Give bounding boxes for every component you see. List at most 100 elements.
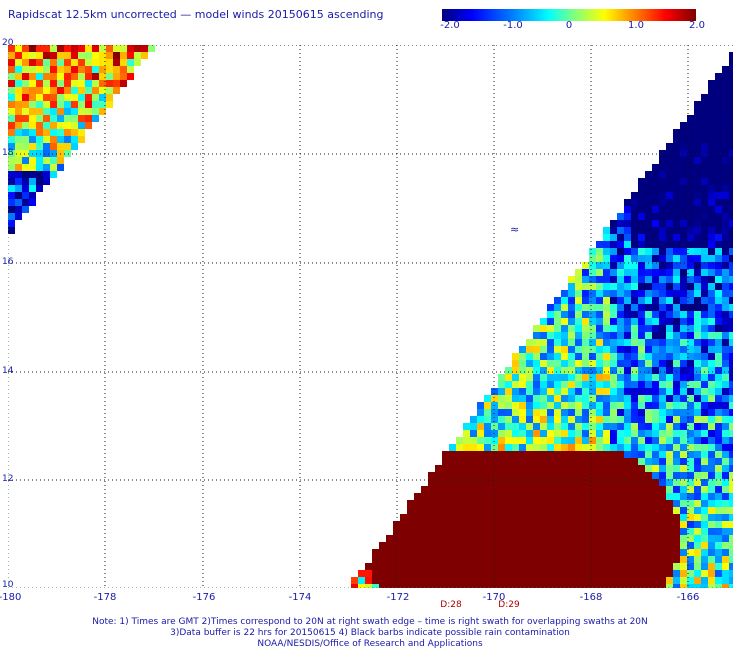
swath-cell bbox=[512, 472, 519, 479]
swath-cell bbox=[617, 423, 624, 430]
swath-cell bbox=[729, 73, 733, 80]
swath-cell bbox=[505, 500, 512, 507]
swath-cell bbox=[624, 430, 631, 437]
swath-cell bbox=[659, 325, 666, 332]
swath-cell bbox=[701, 164, 708, 171]
swath-cell bbox=[638, 311, 645, 318]
swath-cell bbox=[435, 500, 442, 507]
swath-cell bbox=[666, 353, 673, 360]
swath-cell bbox=[645, 290, 652, 297]
swath-cell bbox=[400, 584, 407, 588]
swath-cell bbox=[624, 465, 631, 472]
swath-cell bbox=[582, 297, 589, 304]
swath-cell bbox=[694, 465, 701, 472]
swath-cell bbox=[519, 437, 526, 444]
swath-cell bbox=[64, 129, 71, 136]
swath-cell bbox=[624, 276, 631, 283]
swath-cell bbox=[687, 171, 694, 178]
swath-cell bbox=[533, 451, 540, 458]
swath-cell bbox=[393, 549, 400, 556]
swath-cell bbox=[729, 521, 733, 528]
swath-cell bbox=[589, 318, 596, 325]
swath-cell bbox=[43, 164, 50, 171]
swath-cell bbox=[645, 493, 652, 500]
swath-cell bbox=[596, 262, 603, 269]
swath-cell bbox=[624, 584, 631, 588]
swath-cell bbox=[715, 514, 722, 521]
swath-cell bbox=[708, 402, 715, 409]
swath-cell bbox=[701, 339, 708, 346]
swath-cell bbox=[715, 164, 722, 171]
swath-cell bbox=[22, 178, 29, 185]
swath-cell bbox=[547, 542, 554, 549]
swath-cell bbox=[575, 549, 582, 556]
swath-cell bbox=[624, 290, 631, 297]
swath-cell bbox=[435, 514, 442, 521]
swath-cell bbox=[666, 213, 673, 220]
swath-cell bbox=[638, 192, 645, 199]
swath-cell bbox=[85, 73, 92, 80]
swath-cell bbox=[505, 423, 512, 430]
swath-cell bbox=[673, 353, 680, 360]
swath-cell bbox=[36, 157, 43, 164]
swath-cell bbox=[701, 451, 708, 458]
swath-cell bbox=[484, 479, 491, 486]
swath-cell bbox=[568, 514, 575, 521]
swath-cell bbox=[729, 339, 733, 346]
swath-cell bbox=[701, 262, 708, 269]
swath-cell bbox=[645, 395, 652, 402]
swath-cell bbox=[610, 584, 617, 588]
swath-cell bbox=[428, 577, 435, 584]
swath-cell bbox=[645, 563, 652, 570]
swath-cell bbox=[680, 157, 687, 164]
swath-cell bbox=[8, 199, 15, 206]
swath-cell bbox=[43, 143, 50, 150]
swath-cell bbox=[687, 262, 694, 269]
swath-cell bbox=[687, 227, 694, 234]
swath-cell bbox=[589, 255, 596, 262]
swath-cell bbox=[477, 535, 484, 542]
swath-cell bbox=[442, 570, 449, 577]
swath-cell bbox=[638, 185, 645, 192]
swath-cell bbox=[729, 248, 733, 255]
swath-cell bbox=[22, 143, 29, 150]
swath-cell bbox=[71, 59, 78, 66]
swath-cell bbox=[596, 423, 603, 430]
swath-cell bbox=[589, 444, 596, 451]
swath-cell bbox=[421, 500, 428, 507]
swath-cell bbox=[715, 206, 722, 213]
swath-cell bbox=[554, 577, 561, 584]
swath-cell bbox=[645, 423, 652, 430]
swath-cell bbox=[666, 164, 673, 171]
swath-cell bbox=[477, 444, 484, 451]
swath-cell bbox=[547, 528, 554, 535]
swath-cell bbox=[610, 255, 617, 262]
swath-cell bbox=[729, 171, 733, 178]
swath-cell bbox=[701, 304, 708, 311]
swath-cell bbox=[57, 73, 64, 80]
swath-cell bbox=[666, 479, 673, 486]
swath-cell bbox=[421, 584, 428, 588]
swath-cell bbox=[498, 444, 505, 451]
swath-cell bbox=[582, 402, 589, 409]
swath-cell bbox=[631, 556, 638, 563]
swath-cell bbox=[617, 276, 624, 283]
swath-cell bbox=[715, 346, 722, 353]
swath-cell bbox=[659, 416, 666, 423]
swath-cell bbox=[526, 374, 533, 381]
swath-cell bbox=[680, 185, 687, 192]
swath-cell bbox=[680, 178, 687, 185]
swath-cell bbox=[610, 493, 617, 500]
swath-cell bbox=[589, 311, 596, 318]
swath-cell bbox=[15, 192, 22, 199]
swath-cell bbox=[645, 500, 652, 507]
swath-cell bbox=[631, 444, 638, 451]
swath-cell bbox=[638, 500, 645, 507]
swath-cell bbox=[526, 360, 533, 367]
swath-cell bbox=[554, 570, 561, 577]
swath-cell bbox=[57, 101, 64, 108]
swath-cells bbox=[8, 45, 733, 588]
swath-cell bbox=[673, 472, 680, 479]
swath-cell bbox=[638, 220, 645, 227]
swath-cell bbox=[414, 514, 421, 521]
